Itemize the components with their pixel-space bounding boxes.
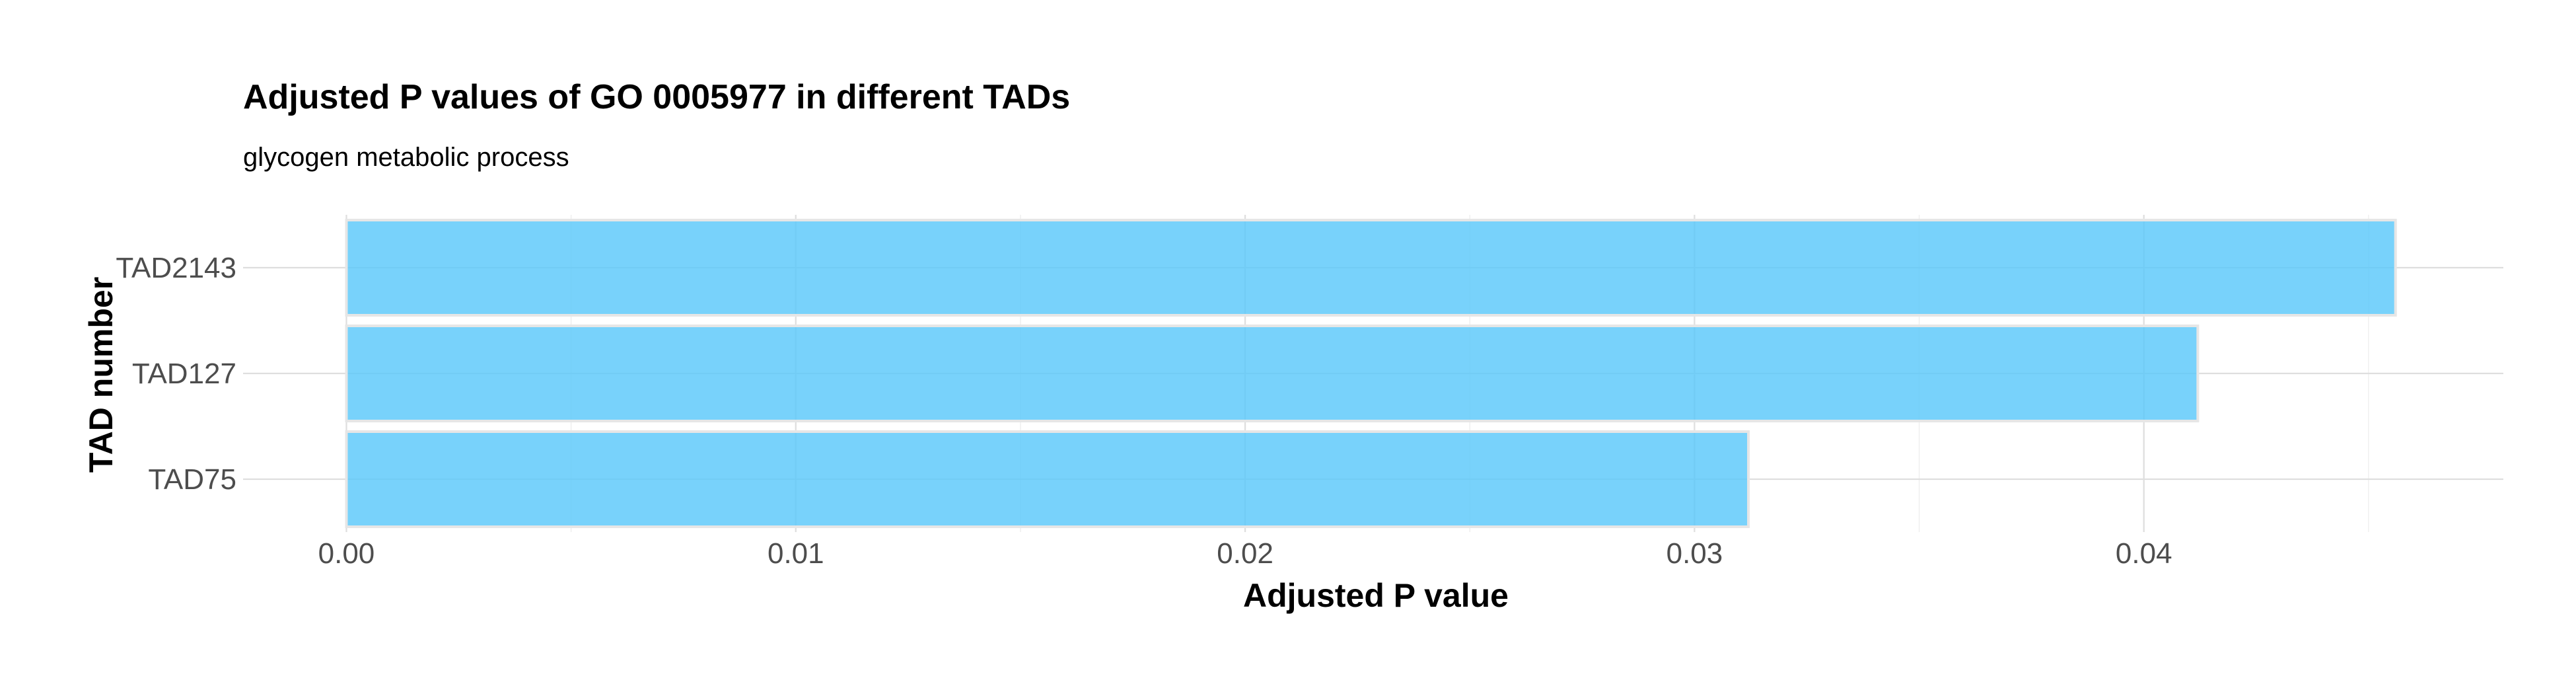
x-axis-title: Adjusted P value [1243, 577, 1509, 614]
bars [345, 219, 2397, 528]
x-tick-labels: 0.00 0.01 0.02 0.03 0.04 [318, 537, 2172, 570]
bar-tad127 [345, 325, 2200, 422]
y-tick-label: TAD2143 [116, 252, 236, 284]
bar-tad2143 [345, 219, 2397, 317]
y-tick-labels: TAD2143 TAD127 TAD75 [116, 252, 236, 496]
y-axis-title: TAD number [83, 277, 120, 473]
chart-title: Adjusted P values of GO 0005977 in diffe… [243, 78, 1070, 116]
y-tick-label: TAD127 [132, 358, 236, 390]
x-tick-label: 0.01 [768, 537, 824, 570]
bar-tad75 [345, 430, 1750, 528]
x-tick-label: 0.00 [318, 537, 375, 570]
y-tick-label: TAD75 [148, 463, 236, 496]
x-tick-label: 0.02 [1217, 537, 1273, 570]
chart-subtitle: glycogen metabolic process [243, 143, 569, 172]
x-tick-label: 0.04 [2116, 537, 2172, 570]
x-tick-label: 0.03 [1666, 537, 1723, 570]
